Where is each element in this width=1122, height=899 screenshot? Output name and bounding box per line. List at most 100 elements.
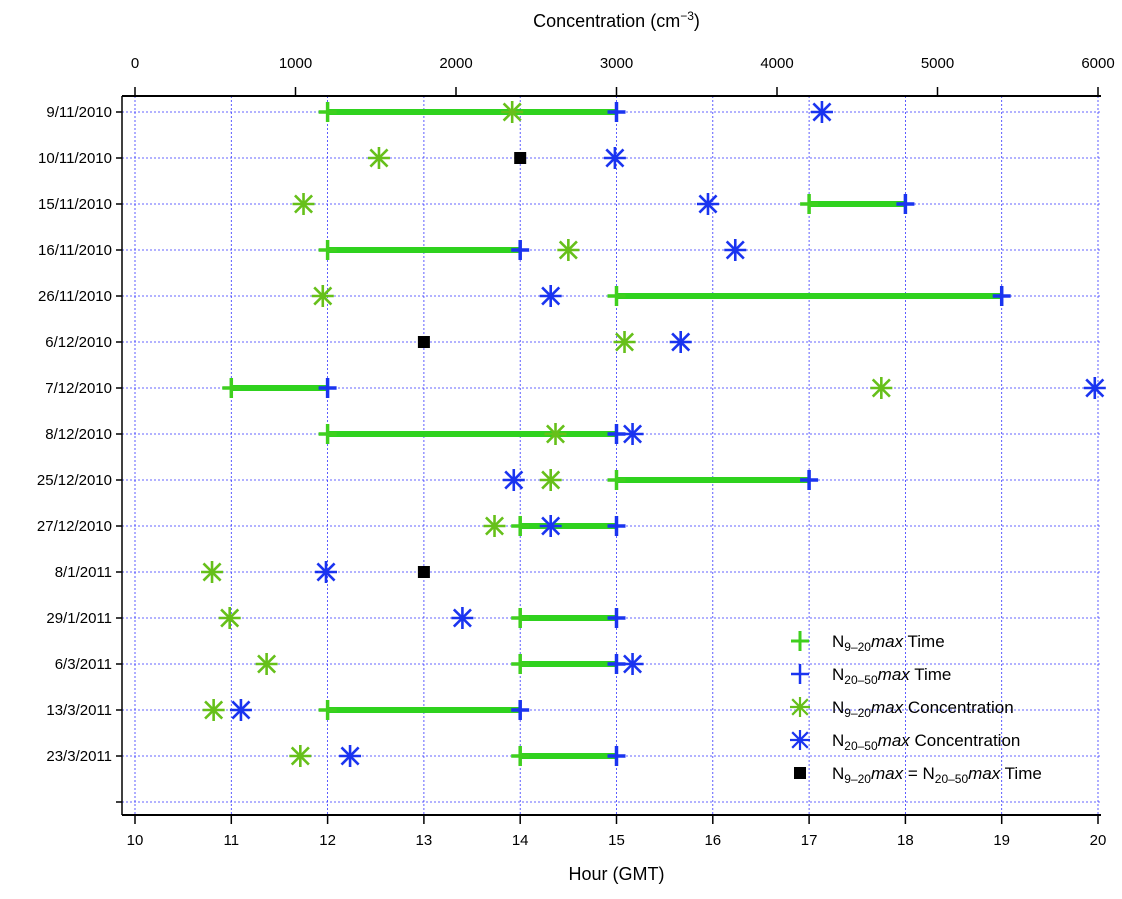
n9-20-concentration-marker [292, 193, 315, 215]
date-label: 10/11/2010 [38, 150, 112, 167]
n20-50-time-marker [511, 700, 530, 720]
n20-50-concentration-marker-d2 [452, 608, 472, 628]
date-label: 6/3/2011 [55, 656, 112, 673]
bottom-tick-label: 10 [127, 832, 144, 849]
n9-20-concentration-marker [201, 561, 224, 583]
n9-20-concentration-marker [613, 331, 636, 353]
date-label: 25/12/2010 [37, 472, 112, 489]
data-markers [201, 101, 1106, 767]
n20-50-concentration-marker-d2 [316, 562, 336, 582]
n9-20-concentration-marker-d2 [558, 240, 578, 260]
n20-50-concentration-marker [603, 147, 626, 169]
n9-20-concentration-marker-d2 [257, 654, 277, 674]
n20-50-time-marker [511, 240, 530, 260]
time-bars [231, 109, 1002, 759]
n20-50-time-marker [318, 378, 337, 398]
n9-20-concentration-marker-d2 [290, 746, 310, 766]
n9-20-time-marker [800, 194, 819, 214]
n9-20-concentration-marker-d2 [202, 562, 222, 582]
date-label: 8/12/2010 [45, 426, 112, 443]
n20-50-concentration-marker-d2 [541, 286, 561, 306]
n9-20-concentration-marker [255, 653, 278, 675]
n20-50-time-marker [992, 286, 1011, 306]
same-time-marker [417, 566, 430, 578]
n20-50-concentration-marker [1083, 377, 1106, 399]
same-time-marker [514, 152, 527, 164]
top-tick-label: 4000 [760, 55, 793, 72]
n20-50-concentration-marker-d2 [623, 424, 643, 444]
bottom-tick-label: 14 [512, 832, 529, 849]
axes: 10 11 12 13 14 15 16 17 18 19 20 0 1000 2000 3000 4000 5… [37, 9, 1115, 884]
legend-symbol-same-time [794, 767, 806, 779]
n20-50-concentration-marker [539, 285, 562, 307]
n9-20-time-marker [318, 102, 337, 122]
n9-20-concentration-marker-d2 [615, 332, 635, 352]
bottom-tick-label: 12 [319, 832, 336, 849]
date-label: 13/3/2011 [46, 702, 112, 719]
legend-label-n20-50-conc: N20–50max Concentration [832, 731, 1020, 753]
n20-50-concentration-marker-d2 [605, 148, 625, 168]
n20-50-concentration-marker [810, 101, 833, 123]
n9-20-concentration-marker-d2 [485, 516, 505, 536]
n9-20-concentration-marker [501, 101, 524, 123]
n20-50-time-marker [896, 194, 915, 214]
top-tick-label: 3000 [600, 55, 633, 72]
n20-50-time-marker [607, 516, 626, 536]
legend: N9–20max Time N20–50max Time N9–20max Conc… [790, 631, 1042, 786]
d2 [791, 698, 809, 716]
n20-50-concentration-marker [696, 193, 719, 215]
top-tick-label: 6000 [1081, 55, 1114, 72]
date-label: 7/12/2010 [45, 380, 112, 397]
n20-50-concentration-marker-d2 [812, 102, 832, 122]
n20-50-time-marker [607, 746, 626, 766]
n9-20-time-marker [222, 378, 241, 398]
bottom-tick-label: 18 [897, 832, 914, 849]
n9-20-concentration-marker [870, 377, 893, 399]
n20-50-time-marker [800, 470, 819, 490]
bottom-tick-label: 11 [224, 832, 240, 849]
n20-50-concentration-marker-d2 [698, 194, 718, 214]
n9-20-concentration-marker-d2 [871, 378, 891, 398]
top-tick-label: 5000 [921, 55, 954, 72]
n9-20-time-marker [607, 470, 626, 490]
n9-20-concentration-marker-d2 [369, 148, 389, 168]
n9-20-concentration-marker [311, 285, 334, 307]
n9-20-concentration-marker [544, 423, 567, 445]
n20-50-concentration-marker-d2 [623, 654, 643, 674]
n9-20-time-marker [511, 516, 530, 536]
n9-20-concentration-marker [483, 515, 506, 537]
n20-50-time-marker [607, 608, 626, 628]
legend-symbol-n9-20-conc [790, 697, 810, 717]
top-tick-label: 2000 [439, 55, 472, 72]
n9-20-concentration-marker [367, 147, 390, 169]
n9-20-time-marker [318, 240, 337, 260]
n9-20-time-marker [511, 654, 530, 674]
n9-20-time-marker [511, 608, 530, 628]
n9-20-concentration-marker [557, 239, 580, 261]
legend-label-n9-20-time: N9–20max Time [832, 632, 945, 654]
n9-20-concentration-marker [218, 607, 241, 629]
n20-50-concentration-marker [314, 561, 337, 583]
n20-50-concentration-marker [621, 423, 644, 445]
bottom-tick-label: 17 [801, 832, 818, 849]
bottom-tick-label: 15 [608, 832, 625, 849]
n9-20-concentration-marker-d2 [313, 286, 333, 306]
d2 [791, 731, 809, 749]
top-tick-label: 0 [131, 55, 139, 72]
n9-20-concentration-marker [202, 699, 225, 721]
n20-50-concentration-marker [621, 653, 644, 675]
x-bottom-label: Hour (GMT) [569, 864, 665, 884]
n20-50-concentration-marker-d2 [671, 332, 691, 352]
date-label: 9/11/2010 [46, 104, 112, 121]
n9-20-time-marker [511, 746, 530, 766]
date-label: 15/11/2010 [38, 196, 112, 213]
n20-50-concentration-marker-d2 [231, 700, 251, 720]
n9-20-concentration-marker-d2 [204, 700, 224, 720]
n9-20-concentration-marker-d2 [294, 194, 314, 214]
n20-50-concentration-marker-d2 [725, 240, 745, 260]
date-label: 27/12/2010 [37, 518, 112, 535]
n20-50-concentration-marker [451, 607, 474, 629]
legend-label-n20-50-time: N20–50max Time [832, 665, 951, 687]
date-label: 26/11/2010 [38, 288, 112, 305]
n20-50-concentration-marker-d2 [541, 516, 561, 536]
